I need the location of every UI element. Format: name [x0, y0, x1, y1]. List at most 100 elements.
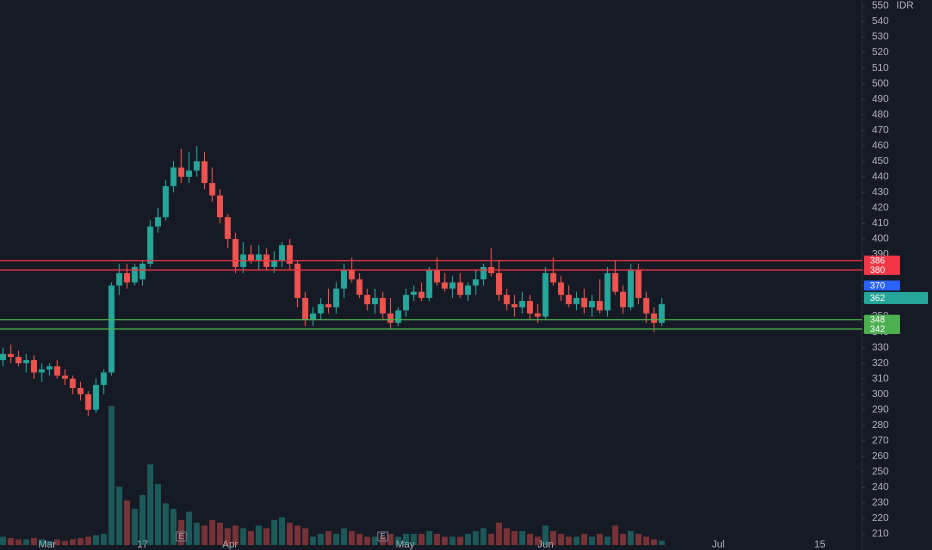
- candle-body: [643, 297, 650, 314]
- candle-body: [604, 273, 611, 311]
- y-tick-label: 240: [872, 482, 889, 493]
- candle-body: [77, 388, 84, 395]
- y-tick-label: 310: [872, 373, 889, 384]
- candle-body: [511, 304, 518, 308]
- volume-bar: [658, 540, 665, 545]
- volume-bar: [341, 528, 347, 545]
- volume-bar: [46, 540, 53, 545]
- candle-body: [209, 183, 216, 196]
- y-tick-label: 440: [872, 171, 889, 182]
- x-tick-label: 17: [137, 540, 149, 550]
- candle-body: [217, 195, 223, 218]
- event-marker: [377, 531, 389, 542]
- level-tag: [864, 324, 900, 335]
- volume-bar: [108, 406, 115, 545]
- volume-bar: [449, 536, 456, 545]
- candle-body: [147, 226, 154, 264]
- y-tick-label: 420: [872, 203, 889, 214]
- candle-body: [573, 297, 580, 305]
- y-tick-label: 220: [872, 513, 889, 524]
- volume-bar: [364, 536, 371, 545]
- y-tick-label: 250: [872, 467, 889, 478]
- volume-bar: [147, 464, 154, 545]
- y-tick-label: 230: [872, 498, 889, 509]
- volume-bar: [170, 508, 177, 545]
- candle-body: [302, 297, 309, 320]
- candle-body: [46, 366, 53, 370]
- volume-bar: [620, 533, 626, 545]
- level-label: 348: [870, 315, 885, 325]
- candle-body: [178, 167, 185, 177]
- candle-body: [100, 372, 107, 385]
- volume-bar: [224, 528, 231, 545]
- volume-bar: [604, 536, 611, 545]
- volume-bar: [15, 539, 22, 545]
- volume-bar: [527, 533, 533, 545]
- volume-bar: [271, 519, 278, 545]
- candle-body: [395, 310, 402, 323]
- volume-bar: [589, 536, 595, 545]
- candle-body: [248, 254, 254, 261]
- y-tick-label: 490: [872, 94, 889, 105]
- candle-body: [93, 384, 99, 410]
- candle-body: [38, 369, 45, 373]
- candle-body: [519, 301, 526, 308]
- volume-bar: [0, 536, 6, 545]
- volume-bar: [348, 531, 355, 545]
- volume-bar: [62, 540, 68, 545]
- volume-bar: [651, 539, 657, 545]
- volume-bar: [511, 531, 518, 545]
- volume-bar: [325, 531, 332, 545]
- x-tick-label: Jul: [712, 540, 725, 550]
- volume-bar: [7, 538, 14, 545]
- y-tick-label: 390: [872, 249, 889, 260]
- volume-bar: [302, 528, 309, 545]
- volume-bar: [480, 528, 487, 545]
- candle-body: [496, 273, 502, 295]
- volume-bar: [403, 533, 409, 545]
- y-tick-label: 500: [872, 78, 889, 89]
- volume-bar: [488, 533, 495, 545]
- volume-bar: [387, 533, 394, 545]
- candle-body: [480, 266, 487, 280]
- y-tick-label: 530: [872, 32, 889, 43]
- volume-bar: [193, 522, 200, 545]
- volume-bar: [627, 531, 634, 545]
- event-marker-label: E: [179, 532, 184, 541]
- currency-label: IDR: [896, 1, 913, 12]
- y-tick-label: 280: [872, 420, 889, 431]
- event-marker-label: E: [380, 532, 385, 541]
- volume-bar: [294, 525, 301, 545]
- candle-body: [341, 270, 347, 289]
- candle-body: [472, 279, 479, 286]
- volume-bar: [372, 536, 378, 545]
- candle-body: [403, 294, 409, 311]
- candle-body: [255, 254, 262, 261]
- volume-bar: [186, 511, 192, 545]
- y-tick-label: 290: [872, 404, 889, 415]
- candle-body: [62, 375, 68, 379]
- y-tick-label: 450: [872, 156, 889, 167]
- volume-bar: [240, 528, 247, 545]
- volume-bar: [255, 525, 262, 545]
- y-tick-label: 480: [872, 109, 889, 120]
- y-tick-label: 550: [872, 1, 889, 12]
- candle-body: [410, 291, 417, 295]
- volume-bar: [162, 503, 169, 545]
- candle-body: [627, 270, 634, 308]
- last-price-label: 362: [870, 293, 885, 303]
- candle-body: [596, 301, 603, 311]
- volume-bar: [410, 533, 417, 545]
- candle-body: [542, 273, 549, 317]
- volume-bar: [565, 536, 572, 545]
- volume-bar: [31, 538, 37, 545]
- volume-bar: [434, 533, 440, 545]
- volume-bar: [38, 539, 45, 545]
- candle-body: [310, 313, 316, 320]
- candle-body: [418, 291, 425, 298]
- candle-body: [162, 186, 169, 218]
- volume-bar: [496, 522, 502, 545]
- y-tick-label: 510: [872, 63, 889, 74]
